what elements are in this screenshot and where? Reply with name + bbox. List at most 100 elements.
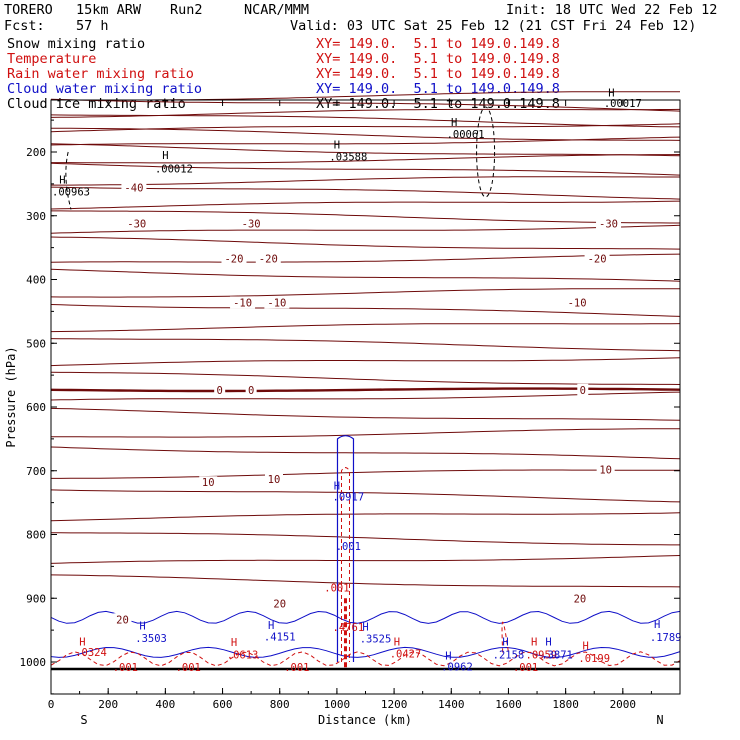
- isotherm-label: 10: [202, 477, 215, 489]
- maximum-label: .4151: [264, 632, 296, 644]
- field-name-rain: Rain water mixing ratio: [7, 66, 194, 82]
- maximum-label: H: [394, 637, 400, 649]
- field-name-cloud-water: Cloud water mixing ratio: [7, 81, 203, 97]
- maximum-label: .3871: [541, 649, 573, 661]
- model-name: TORERO: [4, 2, 53, 18]
- maximum-label: .0613: [227, 649, 259, 661]
- field-xy-rain: XY= 149.0. 5.1 to 149.0.149.8: [316, 66, 560, 82]
- isotherm-label: 10: [599, 464, 612, 476]
- y-tick-label: 900: [26, 592, 46, 605]
- maximum-label: H: [545, 637, 551, 649]
- isotherm-label: -40: [124, 183, 143, 195]
- y-tick-label: 600: [26, 401, 46, 414]
- isotherm-line: [50, 127, 681, 141]
- isotherm-label: -10: [233, 297, 252, 309]
- maximum-label: H: [502, 637, 508, 649]
- isotherm-line: [50, 338, 681, 352]
- isotherm-line: [50, 224, 681, 234]
- isotherm-label: -30: [599, 218, 618, 230]
- maximum-label: .4761: [333, 622, 365, 634]
- maximum-label: H: [231, 637, 237, 649]
- maximum-label: .3525: [360, 633, 392, 645]
- isotherm-label: -10: [568, 297, 587, 309]
- rain-contour: [50, 651, 681, 667]
- maximum-label: H: [362, 621, 368, 633]
- isotherm-label-bg: [238, 217, 264, 230]
- model-resolution: 15km ARW: [76, 2, 142, 18]
- x-tick-label: 1200: [381, 698, 408, 711]
- isotherm-line: [50, 574, 681, 588]
- isotherm-label: 20: [273, 598, 286, 610]
- isotherm-line: [51, 176, 680, 186]
- isotherm-label-bg: [245, 383, 257, 396]
- isotherm-label-bg: [570, 592, 589, 605]
- init-time: Init: 18 UTC Wed 22 Feb 12: [506, 2, 718, 18]
- run-label: Run2: [170, 2, 203, 18]
- maximum-label: .00012: [155, 164, 193, 176]
- isotherm-label-bg: [270, 597, 289, 610]
- y-tick-label: 200: [26, 146, 46, 159]
- isotherm-label-bg: [199, 476, 218, 489]
- isotherm-label: 0: [217, 385, 223, 397]
- org-label: NCAR/MMM: [244, 2, 310, 18]
- isotherm-line: [51, 532, 680, 546]
- isotherm-line: [50, 236, 681, 250]
- maximum-label: .0427: [390, 649, 422, 661]
- isotherm-label: -30: [127, 218, 146, 230]
- isotherm-line: [50, 323, 681, 333]
- isotherm-label: -20: [259, 253, 278, 265]
- isotherm-label-bg: [221, 252, 247, 265]
- isotherm-label-bg: [564, 296, 590, 309]
- maximum-label: H: [162, 150, 168, 162]
- isotherm-line: [50, 407, 681, 421]
- isotherm-zero-line: [50, 387, 681, 393]
- maximum-label: .001: [324, 582, 349, 594]
- label-layer: -40 -30 -30 -30 -20 -20 -20 -10 -10 -10 0 0 0 10 10 10 2…: [52, 88, 681, 674]
- isotherm-label: 10: [268, 474, 281, 486]
- maximum-label: .0324: [75, 647, 107, 659]
- x-tick-label: 1400: [438, 698, 465, 711]
- cloud-water-contour: [50, 646, 681, 658]
- rain-contour: [501, 621, 509, 653]
- maximum-label: .00061: [447, 129, 485, 141]
- y-tick-label: 500: [26, 337, 46, 350]
- isotherm-label-bg: [596, 217, 622, 230]
- isotherm-line: [50, 253, 681, 263]
- isotherm-line: [51, 469, 680, 479]
- isotherm-line: [50, 136, 681, 146]
- isotherm-label: 0: [580, 385, 586, 397]
- isotherm-line: [50, 114, 681, 128]
- isotherm-label-bg: [255, 252, 281, 265]
- maximum-label: H: [451, 117, 457, 129]
- isotherm-label-bg: [121, 181, 147, 194]
- isotherm-label-bg: [577, 383, 589, 396]
- x-tick-label: 200: [98, 698, 118, 711]
- isotherm-label: -20: [588, 253, 607, 265]
- x-tick-label: 800: [270, 698, 290, 711]
- isotherm-line: [50, 371, 681, 385]
- x-tick-label: 2000: [610, 698, 637, 711]
- isotherm-line: [50, 446, 681, 460]
- isotherm-label-bg: [264, 296, 290, 309]
- isotherm-label: -20: [224, 253, 243, 265]
- maximum-label: .0959: [526, 649, 558, 661]
- isotherm-line: [51, 91, 681, 101]
- isotherm-label: 0: [248, 385, 254, 397]
- maximum-label: H: [608, 88, 614, 100]
- x-axis-title: Distance (km): [318, 713, 412, 727]
- maximum-label: .3503: [135, 633, 167, 645]
- isotherm-line: [50, 186, 681, 200]
- isotherm-label-bg: [584, 252, 610, 265]
- maximum-label: .0199: [578, 653, 610, 665]
- maximum-label: H: [334, 139, 340, 151]
- maximum-label: H: [582, 640, 588, 652]
- maximum-label: H: [59, 174, 65, 186]
- y-tick-label: 800: [26, 529, 46, 542]
- maximum-label: .03588: [329, 151, 367, 163]
- isotherm-line: [50, 489, 681, 503]
- isotherm-layer: [50, 91, 681, 588]
- y-tick-label: 1000: [20, 656, 47, 669]
- maximum-label: .00963: [52, 187, 90, 199]
